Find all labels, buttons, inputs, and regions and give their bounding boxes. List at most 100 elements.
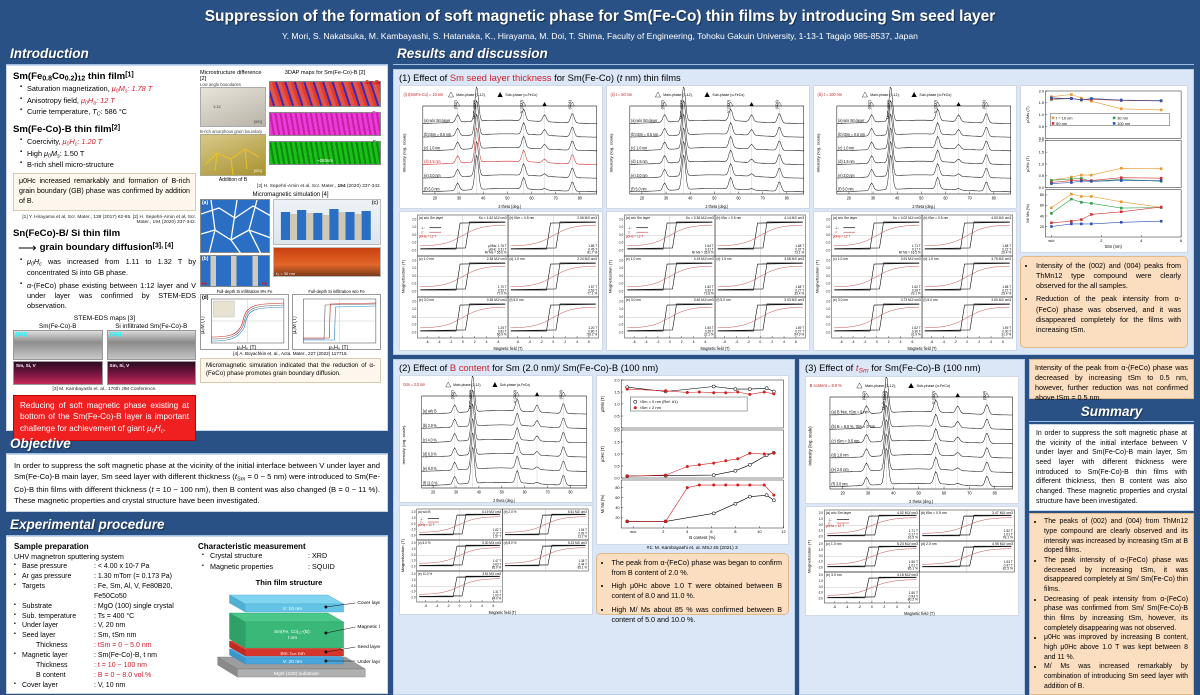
- experimental-content: Sample preparation UHV magnetron sputter…: [6, 535, 390, 694]
- svg-text:1.0: 1.0: [819, 517, 824, 521]
- svg-text:1.0: 1.0: [826, 266, 830, 270]
- svg-text:-4: -4: [942, 339, 945, 343]
- micromag-label-c: (c): [371, 199, 378, 206]
- intro-b2-item: B-rich shell micro-structure: [20, 159, 196, 170]
- svg-text:MgO (200): MgO (200): [473, 99, 477, 119]
- svg-text:20: 20: [1040, 224, 1044, 228]
- svg-text:μ₀M (T): μ₀M (T): [201, 316, 206, 334]
- svg-text:80: 80: [785, 195, 790, 200]
- intro-figure-col: Microstructure difference [2] Low angle …: [200, 70, 381, 426]
- svg-text:50: 50: [917, 491, 922, 496]
- svg-text:Magnetization (T): Magnetization (T): [807, 539, 812, 573]
- svg-text:2.0: 2.0: [412, 299, 416, 303]
- trend-chart: 0.0 0.5 1.0 1.5 2.0 μ0Ms (T) t = 10 nm 30 nm 50 …: [1025, 89, 1183, 249]
- svg-text:-6: -6: [833, 605, 836, 609]
- meas-value: : XRD: [308, 550, 328, 560]
- svg-text:-1.0: -1.0: [411, 589, 416, 593]
- svg-text:-1.0: -1.0: [411, 527, 416, 531]
- svg-text:0: 0: [966, 339, 968, 343]
- svg-text:1.0: 1.0: [411, 546, 415, 550]
- micromag-note: Micromagnetic simulation indicated that …: [200, 357, 381, 383]
- svg-text:2.0: 2.0: [614, 428, 619, 432]
- svg-text:1.5: 1.5: [1039, 101, 1044, 105]
- svg-text:8: 8: [734, 529, 737, 534]
- mh-panel-id: (e) 3.0 nm: [626, 298, 641, 302]
- svg-text:-2: -2: [863, 339, 866, 343]
- sec1-title-highlight: Sm seed layer thickness: [449, 71, 552, 83]
- xrd-curve-label: (a) w/o Sm layer: [424, 119, 451, 123]
- mh-value: 73.1 %: [794, 250, 804, 254]
- svg-text:-2.0: -2.0: [411, 248, 416, 252]
- mh-value: 0.27 T: [1002, 288, 1011, 292]
- svg-text:V: 20 nm: V: 20 nm: [283, 659, 302, 665]
- mh-ku: 2.06 MJ/ cm3: [577, 216, 597, 220]
- svg-text:0: 0: [552, 339, 554, 343]
- svg-text:-4: -4: [528, 339, 531, 343]
- mh-panel-id: (c) 1.0 nm: [626, 257, 641, 261]
- micro-diff-tag3: [001]: [254, 168, 262, 173]
- svg-text:t nm: t nm: [288, 635, 297, 641]
- svg-text:0.0: 0.0: [619, 314, 623, 318]
- micromag-label-a: (a): [202, 199, 209, 206]
- svg-text:μ₀H₀ (T): μ₀H₀ (T): [237, 345, 257, 351]
- svg-text:60: 60: [529, 195, 534, 200]
- mh-value: 1.20 T: [588, 325, 597, 329]
- svg-text:50: 50: [712, 195, 717, 200]
- tdap-title: 3DAP maps for Sm(Fe-Co)-B [2]: [284, 69, 366, 76]
- bullet-icon: ▪: [14, 631, 16, 638]
- svg-text:Magnetization (T): Magnetization (T): [401, 538, 406, 572]
- mh-panel-id: (a) w/o B: [418, 510, 431, 514]
- xrd-curve-label: (d) 1.5 nm: [424, 160, 440, 164]
- stem-tag-left: [001]: [16, 331, 28, 338]
- svg-text:-1.0: -1.0: [825, 322, 830, 326]
- svg-text:(004): (004): [983, 391, 987, 401]
- svg-text:M/ Ms (%): M/ Ms (%): [1025, 203, 1030, 222]
- stem-tag-right: [001]: [109, 331, 122, 338]
- bullet-icon: ▪: [14, 601, 16, 608]
- svg-text:1.0: 1.0: [412, 307, 416, 311]
- mh-value: 31.9 %: [911, 332, 921, 336]
- svg-text:1.0: 1.0: [619, 266, 623, 270]
- svg-text:Seed layer: Seed layer: [357, 644, 380, 650]
- summary-bullets-box: The peaks of (002) and (004) from ThMn12…: [1029, 513, 1194, 695]
- mh-panel-id: (a) w/o Sm layer: [626, 216, 651, 220]
- svg-text:Intensity (log. scale): Intensity (log. scale): [609, 132, 614, 172]
- mh-value: 0.53 T: [588, 288, 597, 292]
- mh-value: 1.57 T: [588, 284, 597, 288]
- svg-text:-1.0: -1.0: [825, 281, 830, 285]
- svg-text:Sm(Fe, Co)₁₂-(B):: Sm(Fe, Co)₁₂-(B):: [274, 629, 311, 635]
- introduction-content: Sm(Fe0.8Co0.2)12 thin film[1] Saturation…: [6, 64, 388, 441]
- svg-text:-1.0: -1.0: [411, 322, 416, 326]
- svg-text:-2.0: -2.0: [411, 330, 416, 334]
- mh-ha: μ0Ha = 12 T: [826, 524, 845, 528]
- svg-text:Cover layer: Cover layer: [357, 600, 380, 606]
- xrd-curve-label: (e) 3.0 nm: [424, 173, 440, 177]
- mh-value: 1.85 T: [588, 243, 597, 247]
- sample-prep-label: Thickness: [36, 662, 68, 670]
- sample-prep-label: Substrate: [22, 602, 52, 610]
- mh-value: 1.71 T: [912, 243, 921, 247]
- mh-ku: 3.73 MJ/ cm3: [901, 298, 921, 302]
- svg-text:70: 70: [761, 195, 766, 200]
- svg-text:0.0: 0.0: [411, 552, 415, 556]
- svg-text:Intensity (log. scale): Intensity (log. scale): [401, 424, 406, 464]
- svg-text:1.0: 1.0: [826, 225, 830, 229]
- sec1-panels: Main-phase (1-12), Sub-phase (α-FeCo) (i) …: [399, 84, 1188, 351]
- svg-text:6: 6: [1002, 339, 1004, 343]
- svg-text:(002): (002): [660, 99, 664, 109]
- svg-text:(004): (004): [559, 390, 563, 399]
- svg-text:-2.0: -2.0: [411, 289, 416, 293]
- micro-diff-tag1: 1:12: [213, 103, 221, 109]
- svg-text:2.0: 2.0: [819, 511, 824, 515]
- mh-panel: (c) 6.0 % 5.30 MJ/ cm3 1.47 T0.63 T85.0 % 2…: [411, 539, 503, 571]
- mh-ku: Ku = 3.36 MJ/ cm3: [686, 216, 714, 220]
- svg-text:2.0: 2.0: [1039, 89, 1044, 93]
- mh-value: 1.03 T: [493, 593, 501, 597]
- svg-text:Magnetic field (T): Magnetic field (T): [489, 609, 517, 614]
- sample-prep-value: : Fe, Sm, Al, V, Fe80B20, Fe50Co50: [94, 582, 173, 600]
- mh-value: 85.1 %: [908, 567, 918, 571]
- summary-column: Intensity of the peak from α-(FeCo) phas…: [1029, 358, 1194, 695]
- mh-panel-id: (a) w/o Sm layer: [826, 511, 852, 515]
- xrd-curve-label: (f) 11.0 %: [423, 481, 438, 485]
- mh-value: 80.2 %: [908, 598, 918, 602]
